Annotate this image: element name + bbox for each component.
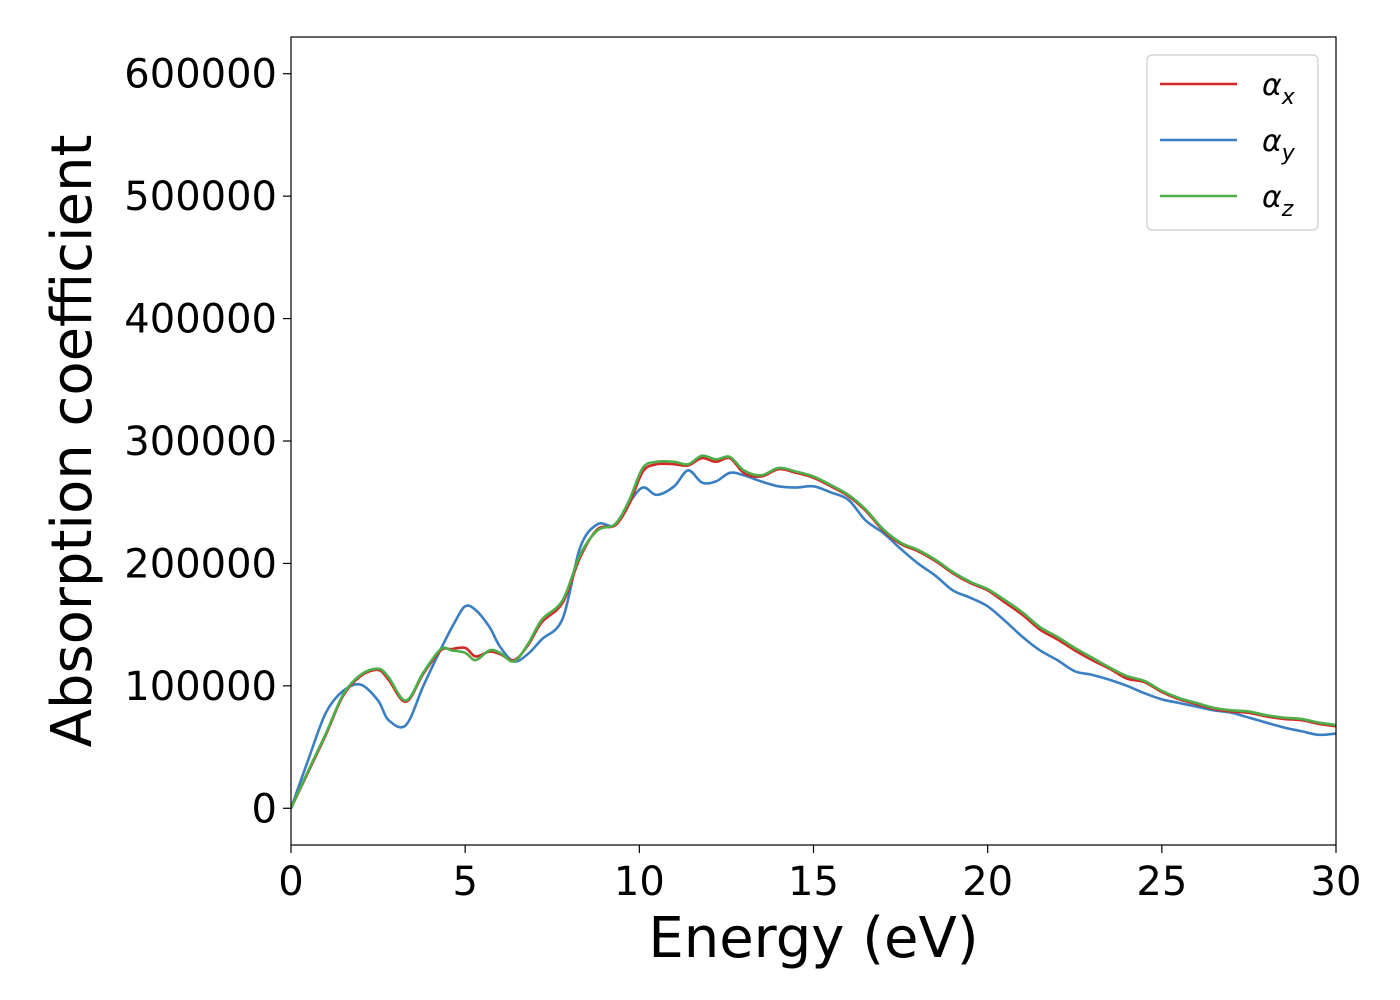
x-tick-label: 15 xyxy=(788,859,839,905)
legend-label-base: α xyxy=(1262,124,1282,159)
legend-label-subscript: z xyxy=(1281,197,1294,222)
x-tick-label: 10 xyxy=(614,859,665,905)
legend-label-subscript: y xyxy=(1281,141,1296,166)
y-axis-ticks: 0 100000 200000 300000 400000 500000 600000 xyxy=(124,52,291,832)
legend-item-x: αx xyxy=(1160,68,1296,110)
legend-item-y: αy xyxy=(1160,124,1296,166)
x-axis-ticks: 0 5 10 15 20 25 30 xyxy=(278,845,1361,905)
x-tick-label: 30 xyxy=(1311,859,1362,905)
series-line-y xyxy=(291,469,1336,810)
legend-item-z: αz xyxy=(1160,180,1294,222)
legend-label-base: α xyxy=(1262,180,1282,215)
series-line-z xyxy=(291,454,1336,810)
x-tick-label: 25 xyxy=(1136,859,1187,905)
y-tick-label: 500000 xyxy=(124,174,277,220)
legend-label: αz xyxy=(1262,180,1294,222)
legend-label: αy xyxy=(1262,124,1296,166)
x-axis-label: Energy (eV) xyxy=(648,906,978,971)
y-tick-label: 100000 xyxy=(124,664,277,710)
series-lines xyxy=(291,454,1336,810)
legend-label: αx xyxy=(1262,68,1296,110)
y-tick-label: 0 xyxy=(252,786,277,832)
y-tick-label: 400000 xyxy=(124,297,277,343)
legend-box xyxy=(1146,54,1319,231)
legend-label-subscript: x xyxy=(1281,85,1296,110)
x-tick-label: 20 xyxy=(962,859,1013,905)
y-tick-label: 300000 xyxy=(124,419,277,465)
y-axis-label: Absorption coefficient xyxy=(40,135,105,748)
y-tick-label: 200000 xyxy=(124,541,277,587)
x-tick-label: 5 xyxy=(452,859,477,905)
x-tick-label: 0 xyxy=(278,859,303,905)
y-tick-label: 600000 xyxy=(124,52,277,98)
legend-label-base: α xyxy=(1262,68,1282,103)
